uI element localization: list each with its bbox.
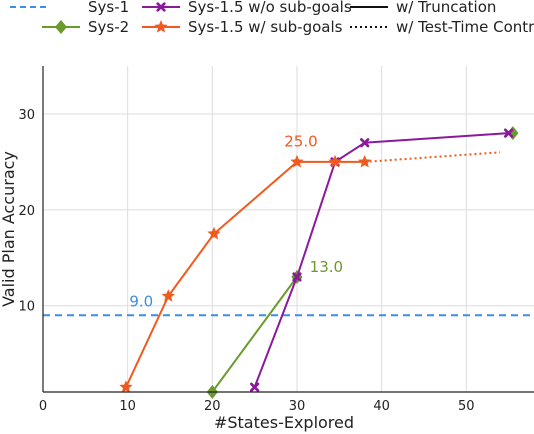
legend-item-sys15-wo: Sys-1.5 w/o sub-goals xyxy=(142,0,352,16)
star-marker xyxy=(154,20,168,33)
x-marker-bar xyxy=(503,128,514,138)
star-marker xyxy=(328,154,342,168)
legend-label-sys2: Sys-2 xyxy=(88,18,129,36)
x-tick-label: 50 xyxy=(458,399,475,414)
legend-label-ttc: w/ Test-Time Control xyxy=(396,18,534,36)
data-label: 25.0 xyxy=(284,133,317,151)
y-tick-label: 30 xyxy=(18,108,35,123)
axes: 0 10 20 30 40 50 10 20 30 xyxy=(18,66,534,414)
x-tick-label: 20 xyxy=(204,399,221,414)
legend-label-sys15-w: Sys-1.5 w/ sub-goals xyxy=(188,18,343,36)
x-marker xyxy=(503,128,514,138)
x-axis-label: #States-Explored xyxy=(214,413,354,432)
star-marker xyxy=(161,289,175,302)
gridlines xyxy=(43,66,534,392)
x-marker xyxy=(156,2,166,12)
star-marker xyxy=(207,226,221,240)
y-axis-label: Valid Plan Accuracy xyxy=(0,151,18,307)
x-marker xyxy=(292,272,302,282)
legend-item-sys2: Sys-2 xyxy=(42,18,129,36)
series-line-sys2 xyxy=(211,276,298,393)
legend: Sys-1 Sys-2 Sys-1.5 w/o sub-goals Sys-1.… xyxy=(10,0,534,36)
x-marker xyxy=(250,382,260,392)
legend-item-ttc: w/ Test-Time Control xyxy=(350,18,534,36)
legend-label-truncation: w/ Truncation xyxy=(396,0,496,16)
x-marker-bar xyxy=(360,138,370,148)
legend-label-sys15-wo: Sys-1.5 w/o sub-goals xyxy=(188,0,352,16)
data-label: 13.0 xyxy=(310,258,343,276)
x-marker xyxy=(360,138,370,148)
x-marker-bar xyxy=(250,382,260,392)
plot-area: 9.0 13.0 25.0 xyxy=(43,126,534,399)
series-line-sys15_w xyxy=(125,160,365,388)
star-marker xyxy=(119,380,133,393)
legend-item-truncation: w/ Truncation xyxy=(350,0,496,16)
diamond-marker xyxy=(507,126,519,141)
series-line-sys15_w xyxy=(364,151,501,163)
x-tick-label: 0 xyxy=(39,399,47,414)
legend-label-sys1: Sys-1 xyxy=(88,0,129,16)
y-tick-label: 10 xyxy=(18,300,35,315)
x-tick-label: 30 xyxy=(289,399,306,414)
legend-item-sys15-w: Sys-1.5 w/ sub-goals xyxy=(142,18,343,36)
legend-item-sys1: Sys-1 xyxy=(10,0,129,16)
x-marker-bar xyxy=(292,272,302,282)
x-marker-bar xyxy=(156,2,166,12)
star-marker xyxy=(290,154,304,168)
legend-marker-sys2 xyxy=(55,20,67,34)
y-tick-label: 20 xyxy=(18,204,35,219)
data-label: 9.0 xyxy=(129,293,153,311)
x-tick-label: 10 xyxy=(119,399,136,414)
x-tick-label: 40 xyxy=(373,399,390,414)
